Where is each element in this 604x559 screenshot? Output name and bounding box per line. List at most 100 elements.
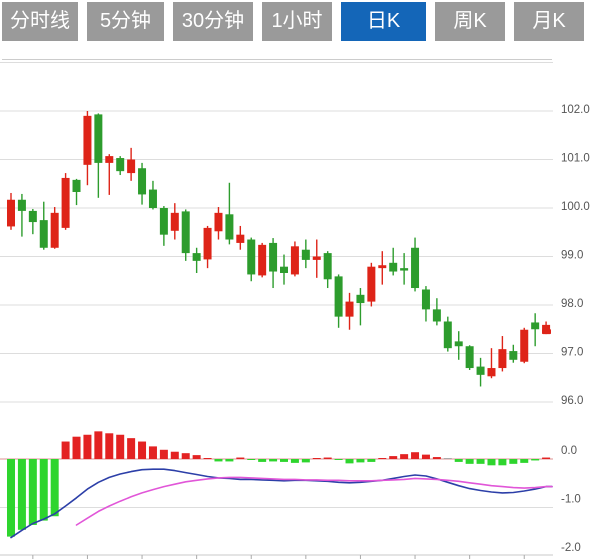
macd-bar [476, 459, 485, 464]
macd-bar [280, 459, 288, 462]
candle [116, 158, 125, 172]
macd-bar [269, 459, 278, 462]
macd-bar [454, 459, 463, 462]
dea-line [75, 476, 553, 526]
macd-bar [181, 453, 190, 459]
macd-bar [509, 459, 518, 464]
candle [127, 159, 136, 174]
candle [400, 268, 409, 271]
candle [531, 322, 540, 330]
tab-label: 5分钟 [99, 10, 152, 32]
macd-bar [411, 452, 420, 459]
y-axis-label: 99.0 [561, 250, 583, 262]
candle [214, 212, 223, 232]
candle [17, 199, 26, 211]
macd-bar [323, 457, 332, 459]
candle [247, 239, 256, 275]
candle [50, 212, 59, 248]
macd-bar [378, 458, 387, 459]
candle [280, 266, 288, 273]
y-axis-label: -1.0 [561, 494, 581, 506]
candle [225, 214, 234, 240]
macd-bar [465, 459, 474, 464]
tab-label: 1小时 [271, 10, 323, 32]
candle [290, 246, 299, 275]
candle [148, 189, 157, 208]
macd-bar [432, 457, 441, 459]
candle [411, 247, 420, 289]
macd-bar [17, 459, 26, 530]
tab-5min[interactable]: 5分钟 [87, 2, 164, 41]
macd-bar [225, 459, 234, 462]
candle [509, 351, 518, 360]
macd-bar [400, 454, 409, 459]
candle [367, 266, 376, 302]
candle [94, 114, 103, 163]
macd-bar [498, 459, 507, 466]
candle [301, 249, 310, 260]
macd-bar [159, 449, 168, 459]
candle [487, 368, 496, 377]
macd-bar [148, 446, 157, 459]
macd-bar [61, 441, 70, 459]
y-axis-label: 0.0 [561, 445, 577, 457]
candle [28, 210, 37, 223]
candle [476, 366, 485, 375]
tab-weekly[interactable]: 周K [435, 2, 505, 41]
y-axis-label: 102.0 [561, 104, 590, 116]
macd-bar [443, 458, 452, 459]
candle [159, 208, 168, 235]
macd-bar [290, 459, 299, 463]
macd-bar [421, 454, 430, 459]
macd-bar [236, 457, 245, 459]
macd-bar [247, 459, 256, 460]
tab-label: 分时线 [10, 10, 70, 32]
candle [454, 341, 463, 347]
candle [192, 253, 201, 261]
tab-label: 日K [366, 10, 401, 32]
tab-monthly[interactable]: 月K [514, 2, 584, 41]
candle [345, 301, 354, 317]
candle [356, 294, 365, 304]
tab-1hour[interactable]: 1小时 [262, 2, 332, 41]
macd-bar [367, 459, 376, 462]
macd-bar [28, 459, 37, 525]
candle [421, 289, 430, 310]
dif-line [10, 468, 553, 539]
macd-bar [203, 458, 212, 459]
candle [542, 324, 551, 332]
macd-bar [542, 457, 551, 459]
candle [7, 199, 15, 227]
candle [181, 211, 190, 254]
macd-bar [94, 431, 103, 459]
candle [83, 115, 92, 165]
macd-bar [127, 438, 136, 459]
y-axis-label: 98.0 [561, 298, 583, 310]
candle [72, 179, 81, 192]
candle [39, 220, 48, 248]
macd-bar [138, 441, 147, 459]
macd-bar [214, 459, 223, 462]
macd-bar [531, 459, 540, 461]
tab-30min[interactable]: 30分钟 [173, 2, 253, 41]
macd-bar [192, 455, 201, 459]
macd-bar [83, 434, 92, 459]
tab-label: 月K [532, 10, 566, 32]
macd-bar [334, 459, 343, 460]
macd-bar [170, 451, 179, 459]
tab-daily[interactable]: 日K [341, 2, 426, 41]
macd-bar [520, 459, 529, 463]
candle [378, 265, 387, 269]
macd-bar [389, 456, 398, 459]
macd-bar [312, 458, 321, 459]
candle [520, 329, 529, 362]
candle [236, 234, 245, 243]
macd-bar [50, 459, 59, 517]
candle [323, 253, 332, 280]
tab-fenshi[interactable]: 分时线 [2, 2, 78, 41]
macd-bar [39, 459, 48, 521]
macd-bar [301, 459, 310, 463]
macd-bar [345, 459, 354, 464]
